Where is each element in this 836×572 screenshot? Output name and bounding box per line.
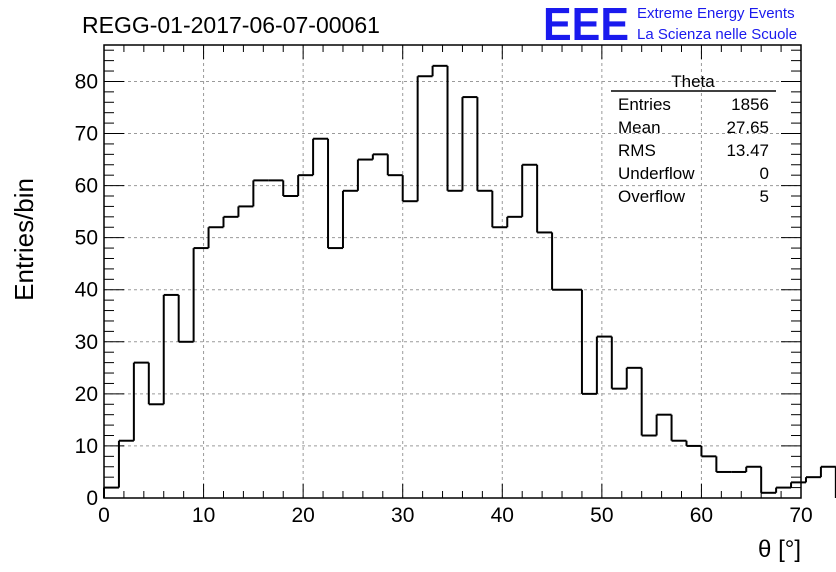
y-tick-label: 50 xyxy=(75,227,98,250)
histogram-bars xyxy=(103,64,836,498)
stats-label-entries: Entries xyxy=(618,95,671,114)
chart-title: REGG-01-2017-06-07-00061 xyxy=(82,12,380,38)
logo-line-2: La Scienza nelle Scuole xyxy=(637,26,797,43)
y-axis-label: Entries/bin xyxy=(9,178,39,301)
stats-value-rms: 13.47 xyxy=(726,141,769,160)
stats-box: Theta Entries 1856 Mean 27.65 RMS 13.47 … xyxy=(611,72,776,206)
y-tick-label: 20 xyxy=(75,383,98,406)
x-tick-label: 60 xyxy=(690,504,713,527)
y-tick-label: 70 xyxy=(75,123,98,146)
x-tick-label: 0 xyxy=(98,504,110,527)
x-tick-label: 70 xyxy=(789,504,812,527)
y-tick-label: 80 xyxy=(75,70,98,93)
y-tick-label: 30 xyxy=(75,331,98,354)
x-tick-label: 30 xyxy=(391,504,414,527)
y-tick-label: 40 xyxy=(75,279,98,302)
logo-line-1: Extreme Energy Events xyxy=(637,5,795,22)
y-tick-label: 60 xyxy=(75,175,98,198)
stats-value-overflow: 5 xyxy=(760,187,769,206)
axis-ticks xyxy=(103,45,802,499)
grid xyxy=(104,45,801,498)
x-tick-label: 50 xyxy=(590,504,613,527)
plot-frame-rect xyxy=(103,44,802,499)
eee-logo: EEE Extreme Energy Events La Scienza nel… xyxy=(543,0,797,50)
y-tick-label: 10 xyxy=(75,435,98,458)
stats-box-title: Theta xyxy=(671,72,715,91)
x-tick-label: 20 xyxy=(291,504,314,527)
stats-label-mean: Mean xyxy=(618,118,661,137)
x-tick-label: 10 xyxy=(192,504,215,527)
x-tick-label: 40 xyxy=(491,504,514,527)
y-tick-label: 0 xyxy=(86,487,98,510)
stats-value-entries: 1856 xyxy=(731,95,769,114)
stats-value-underflow: 0 xyxy=(760,164,769,183)
plot-frame xyxy=(103,44,802,499)
stats-value-mean: 27.65 xyxy=(726,118,769,137)
stats-label-underflow: Underflow xyxy=(618,164,695,183)
x-axis-label: θ [°] xyxy=(758,536,801,563)
eee-logo-mark: EEE xyxy=(543,0,629,50)
stats-label-overflow: Overflow xyxy=(618,187,686,206)
stats-label-rms: RMS xyxy=(618,141,656,160)
